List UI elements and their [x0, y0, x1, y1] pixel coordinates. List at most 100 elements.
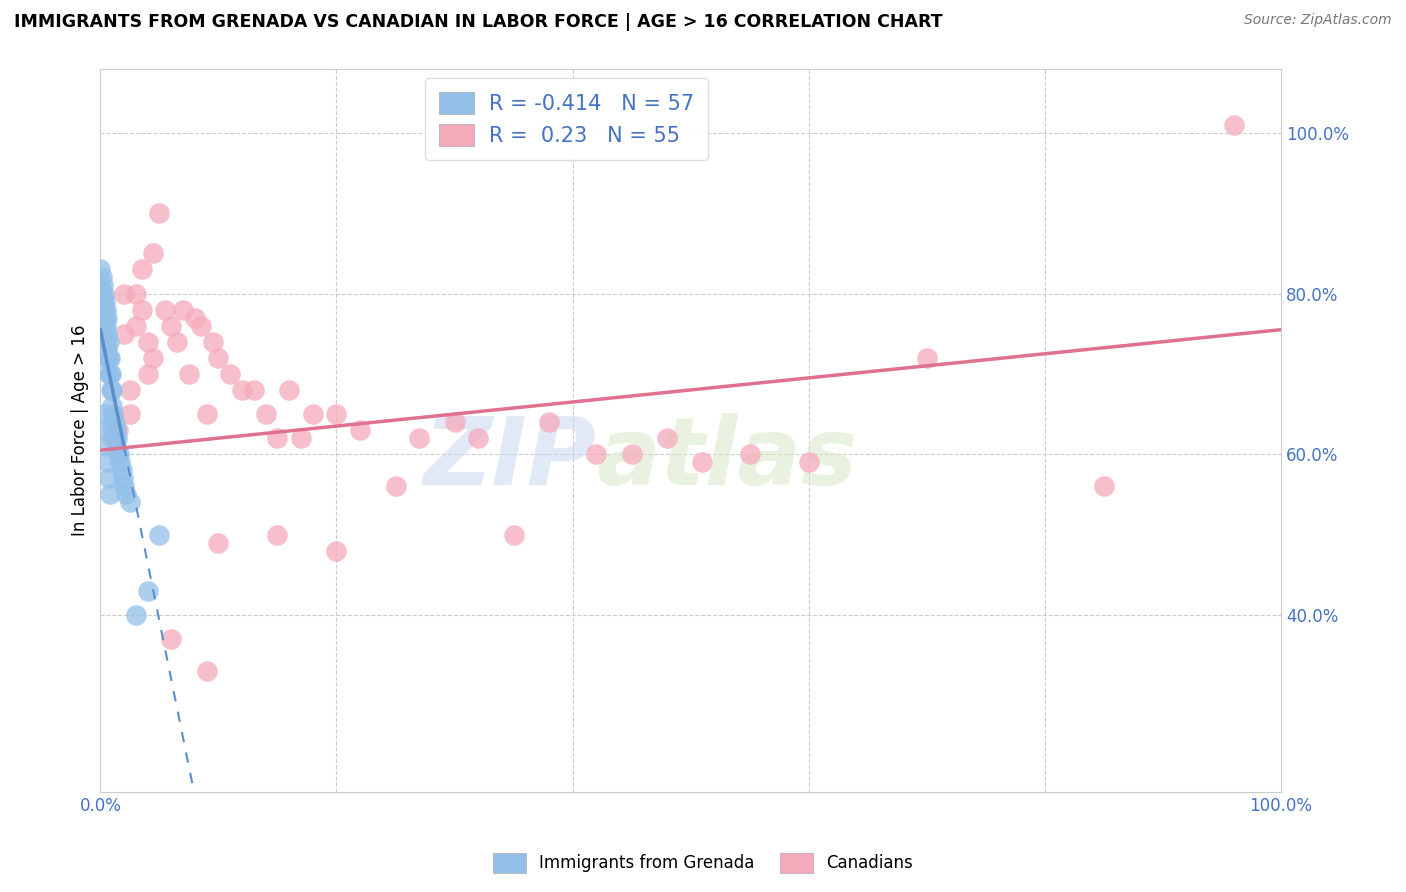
Point [443, 415, 465, 429]
Point [90, 286, 112, 301]
Point [101, 399, 124, 413]
Point [131, 302, 153, 317]
Point [96, 455, 118, 469]
Point [91, 294, 114, 309]
Point [1092, 479, 1115, 493]
Point [278, 383, 301, 397]
Legend: R = -0.414   N = 57, R =  0.23   N = 55: R = -0.414 N = 57, R = 0.23 N = 55 [425, 78, 709, 160]
Point [207, 351, 229, 365]
Point [118, 407, 141, 421]
Point [97, 367, 120, 381]
Point [384, 479, 406, 493]
Point [692, 455, 714, 469]
Point [190, 318, 212, 333]
Point [231, 383, 253, 397]
Point [110, 463, 132, 477]
Point [195, 664, 218, 678]
Point [103, 415, 125, 429]
Point [96, 351, 118, 365]
Point [655, 431, 678, 445]
Point [502, 527, 524, 541]
Point [93, 318, 115, 333]
Point [96, 318, 118, 333]
Point [349, 423, 371, 437]
Point [254, 407, 277, 421]
Point [111, 471, 134, 485]
Point [97, 471, 120, 485]
Point [136, 334, 159, 349]
Point [243, 383, 266, 397]
Point [201, 334, 224, 349]
Point [91, 310, 114, 325]
Point [89, 262, 111, 277]
Point [585, 447, 607, 461]
Point [94, 423, 117, 437]
Point [96, 302, 118, 317]
Point [325, 407, 347, 421]
Point [112, 286, 135, 301]
Point [115, 487, 138, 501]
Point [100, 383, 122, 397]
Legend: Immigrants from Grenada, Canadians: Immigrants from Grenada, Canadians [486, 847, 920, 880]
Point [97, 351, 120, 365]
Point [107, 447, 129, 461]
Point [112, 479, 135, 493]
Point [148, 206, 170, 220]
Point [94, 326, 117, 341]
Point [100, 367, 122, 381]
Point [537, 415, 560, 429]
Point [177, 367, 200, 381]
Point [104, 423, 127, 437]
Text: atlas: atlas [596, 413, 858, 505]
Point [166, 334, 188, 349]
Point [97, 334, 120, 349]
Point [160, 318, 183, 333]
Point [96, 326, 118, 341]
Text: ZIP: ZIP [423, 413, 596, 505]
Point [1222, 118, 1244, 132]
Point [302, 407, 325, 421]
Point [172, 302, 194, 317]
Point [219, 367, 242, 381]
Point [184, 310, 207, 325]
Point [101, 431, 124, 445]
Point [103, 423, 125, 437]
Point [325, 543, 347, 558]
Point [98, 367, 121, 381]
Point [96, 310, 118, 325]
Point [136, 583, 159, 598]
Point [915, 351, 938, 365]
Point [110, 455, 132, 469]
Point [93, 286, 115, 301]
Point [266, 431, 288, 445]
Point [125, 318, 148, 333]
Point [195, 407, 218, 421]
Point [91, 326, 114, 341]
Point [90, 270, 112, 285]
Point [98, 487, 121, 501]
Point [103, 407, 125, 421]
Point [131, 262, 153, 277]
Point [105, 431, 128, 445]
Point [101, 415, 124, 429]
Point [207, 535, 229, 549]
Point [93, 302, 115, 317]
Point [89, 278, 111, 293]
Point [94, 310, 117, 325]
Point [118, 383, 141, 397]
Point [96, 439, 118, 453]
Point [103, 431, 125, 445]
Point [290, 431, 312, 445]
Point [136, 367, 159, 381]
Point [93, 407, 115, 421]
Point [620, 447, 643, 461]
Point [148, 527, 170, 541]
Point [125, 286, 148, 301]
Point [89, 294, 111, 309]
Point [90, 302, 112, 317]
Point [155, 302, 177, 317]
Point [118, 495, 141, 509]
Point [266, 527, 288, 541]
Point [467, 431, 489, 445]
Point [108, 447, 131, 461]
